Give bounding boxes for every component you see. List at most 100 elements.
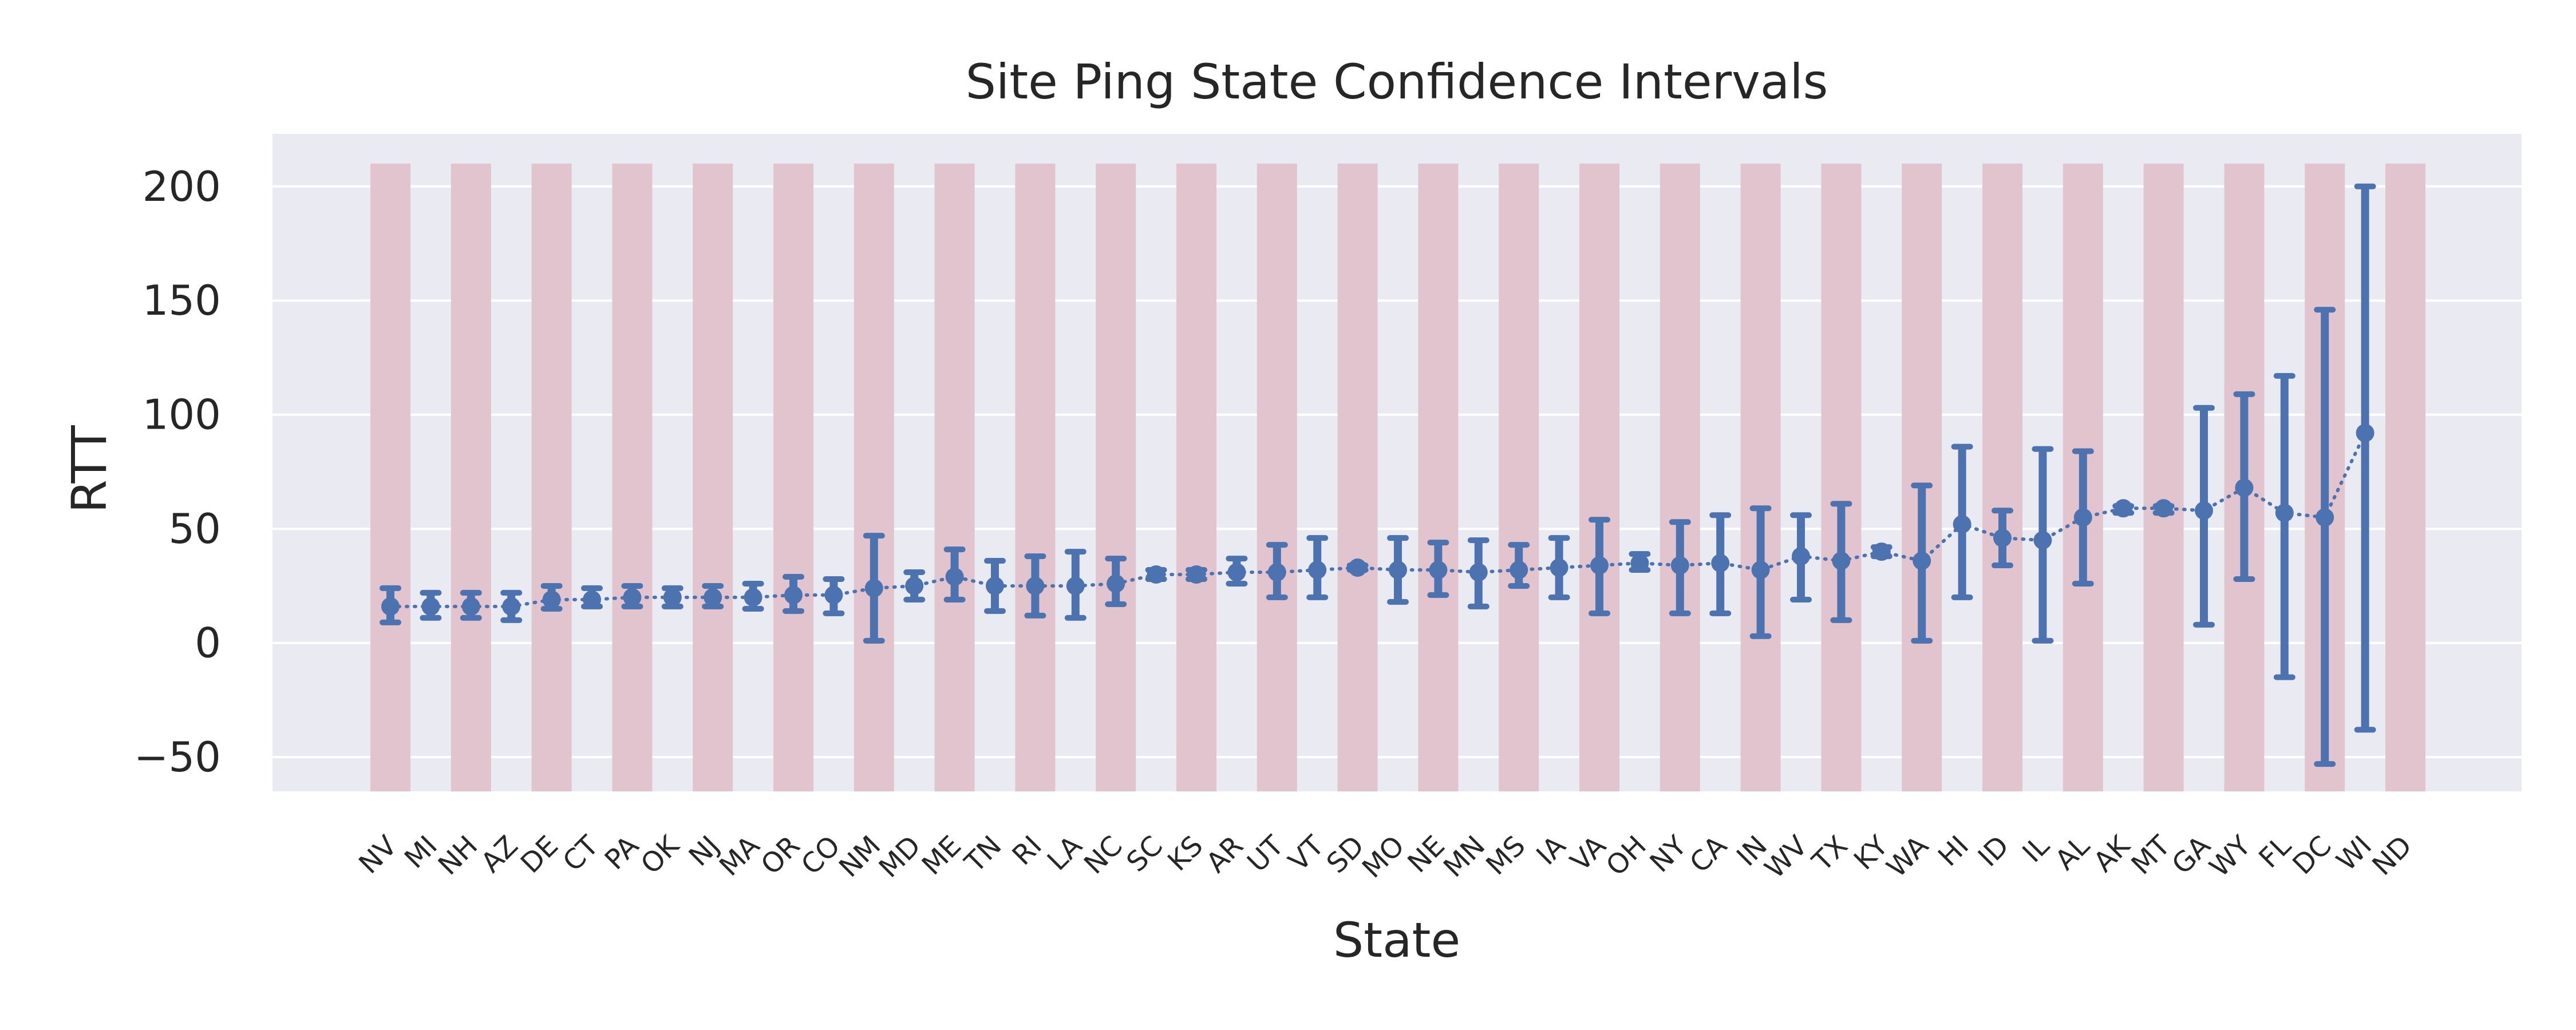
mean-point xyxy=(1348,558,1367,577)
mean-point xyxy=(784,585,803,604)
background-band xyxy=(1579,163,1619,791)
x-tick-label: CA xyxy=(1684,830,1733,880)
mean-point xyxy=(1751,561,1770,580)
chart-title: Site Ping State Confidence Intervals xyxy=(966,54,1828,110)
mean-point xyxy=(744,588,762,607)
mean-point xyxy=(864,579,883,597)
mean-point xyxy=(1711,554,1730,573)
background-band xyxy=(1337,163,1378,791)
mean-point xyxy=(1590,556,1609,575)
mean-point xyxy=(1147,565,1165,584)
x-tick-label: LA xyxy=(1041,830,1089,877)
mean-point xyxy=(2073,508,2092,527)
x-tick-label: MI xyxy=(398,830,444,875)
mean-point xyxy=(502,597,521,616)
x-tick-label: KY xyxy=(1848,829,1895,876)
mean-point xyxy=(583,590,601,609)
mean-point xyxy=(1066,576,1085,595)
x-tick-label: HI xyxy=(1932,830,1975,873)
mean-point xyxy=(1550,558,1568,577)
mean-point xyxy=(1792,547,1810,566)
mean-point xyxy=(1670,556,1689,575)
x-tick-label: WY xyxy=(2203,829,2257,883)
x-tick-label: FL xyxy=(2253,830,2297,874)
mean-point xyxy=(1107,574,1125,593)
mean-point xyxy=(2356,423,2374,442)
x-tick-label: KS xyxy=(1161,830,1209,877)
background-band xyxy=(2385,163,2425,791)
mean-point xyxy=(542,590,561,609)
background-band xyxy=(1176,163,1216,791)
background-band xyxy=(1418,163,1459,791)
background-band xyxy=(934,163,975,791)
background-band xyxy=(612,163,653,791)
x-axis-label: State xyxy=(1333,912,1460,968)
plot-area xyxy=(272,134,2522,791)
y-tick-label: 0 xyxy=(195,619,221,667)
mean-point xyxy=(421,597,440,616)
y-tick-label: 200 xyxy=(143,163,221,211)
y-tick-label: 100 xyxy=(143,391,221,439)
mean-point xyxy=(1630,554,1649,573)
mean-point xyxy=(2154,499,2173,518)
background-band xyxy=(531,163,572,791)
x-tick-label: NV xyxy=(353,830,403,880)
x-tick-label: IA xyxy=(1530,830,1572,871)
mean-point xyxy=(1389,561,1407,580)
mean-point xyxy=(623,588,642,607)
background-band xyxy=(1096,163,1136,791)
x-tick-label: CT xyxy=(556,829,605,878)
mean-point xyxy=(1510,561,1528,580)
mean-point xyxy=(1993,529,2012,548)
mean-point xyxy=(1308,561,1327,580)
background-band xyxy=(773,163,813,791)
x-tick-label: TX xyxy=(1806,830,1854,878)
background-band xyxy=(1902,163,1942,791)
x-tick-label: MS xyxy=(1480,830,1531,881)
background-band xyxy=(693,163,733,791)
background-band xyxy=(1257,163,1297,791)
background-band xyxy=(1660,163,1700,791)
x-tick-label: AL xyxy=(2049,830,2096,877)
mean-point xyxy=(1872,542,1891,561)
mean-point xyxy=(986,576,1004,595)
mean-point xyxy=(2195,501,2213,520)
y-axis-label: RTT xyxy=(61,425,117,513)
background-band xyxy=(1740,163,1781,791)
background-band xyxy=(2143,163,2184,791)
y-tick-label: −50 xyxy=(134,733,221,781)
mean-point xyxy=(824,585,843,604)
y-tick-label: 50 xyxy=(168,505,221,553)
x-tick-label: ID xyxy=(1972,830,2016,873)
mean-point xyxy=(663,588,682,607)
background-band xyxy=(1982,163,2022,791)
mean-point xyxy=(905,576,924,595)
mean-point xyxy=(1469,563,1488,581)
mean-point xyxy=(1026,576,1045,595)
mean-point xyxy=(704,588,722,607)
background-band xyxy=(854,163,894,791)
y-tick-label: 150 xyxy=(143,276,221,324)
mean-point xyxy=(1913,552,1931,571)
mean-point xyxy=(1187,565,1206,584)
mean-point xyxy=(1227,563,1246,581)
mean-point xyxy=(2033,531,2052,550)
mean-point xyxy=(2316,508,2334,527)
mean-point xyxy=(1429,561,1448,580)
mean-point xyxy=(1267,563,1286,581)
x-tick-label: DC xyxy=(2286,830,2337,881)
x-tick-label: VA xyxy=(1564,830,1613,878)
background-band xyxy=(1499,163,1539,791)
x-tick-label: ND xyxy=(2366,830,2418,882)
background-band xyxy=(1015,163,1056,791)
mean-point xyxy=(945,567,964,586)
x-tick-label: WA xyxy=(1880,830,1935,884)
mean-point xyxy=(2114,499,2133,518)
mean-point xyxy=(1832,552,1851,571)
x-tick-label: OK xyxy=(635,829,686,881)
background-band xyxy=(451,163,491,791)
mean-point xyxy=(381,597,400,616)
x-tick-label: TN xyxy=(958,830,1008,879)
mean-point xyxy=(1953,515,1971,534)
